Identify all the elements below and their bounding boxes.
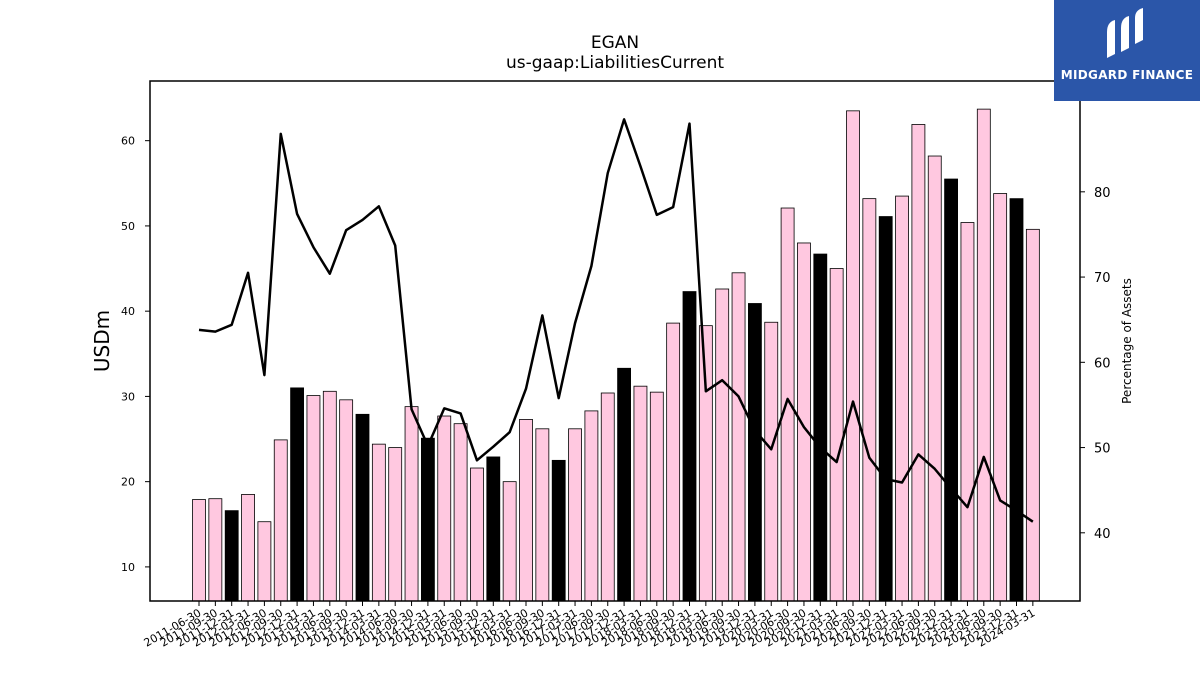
bar-2015-06-30 [453,423,468,602]
bar-2013-12-31 [355,413,370,602]
y2-tick-label: 70 [1094,271,1111,286]
bar-2011-06-30 [192,499,206,602]
brand-name: MIDGARD FINANCE [1060,68,1194,82]
bar-2013-09-30 [339,399,354,602]
midgard-logo-icon [1107,8,1143,58]
bar-2021-12-31 [878,216,893,602]
bar-2012-06-30 [257,521,272,602]
bar-2011-09-30 [208,498,223,602]
bar-2021-06-30 [846,110,860,602]
bar-2019-09-30 [731,272,746,602]
bar-2019-03-31 [698,325,713,602]
bar-2014-12-31 [420,437,435,602]
x-axis: 2011-06-302011-09-302011-12-312012-03-31… [142,601,1037,650]
y-tick-label: 40 [121,305,135,318]
bar-2018-06-30 [649,391,664,602]
bar-2015-12-31 [486,456,501,602]
bar-2014-06-30 [388,447,403,602]
bar-2018-09-30 [666,322,681,602]
bar-2017-06-30 [584,410,599,602]
percentage-line [198,118,1034,523]
bar-2022-12-31 [944,178,958,602]
bar-2022-06-30 [911,124,926,602]
y2-tick-label: 40 [1094,527,1111,542]
bar-2013-03-31 [306,395,321,602]
bar-2016-09-30 [535,428,550,602]
bar-2016-03-31 [502,481,517,602]
bar-2015-03-31 [437,415,452,602]
y-axis-left: 10 20 30 40 50 60 [121,135,150,574]
bar-2017-09-30 [600,392,615,602]
bar-2015-09-30 [470,467,484,602]
bar-series [192,108,1040,602]
bar-2019-12-31 [748,303,762,602]
y-tick-label: 10 [121,561,135,574]
chart-title: EGAN [591,33,639,53]
y-tick-label: 50 [121,220,135,233]
bar-2023-03-31 [960,222,975,602]
y2-axis-label: Percentage of Assets [1120,278,1134,404]
bar-2016-12-31 [551,459,566,602]
bar-2022-03-31 [895,195,909,602]
bar-2020-03-31 [764,321,779,602]
bar-2020-09-30 [797,242,811,602]
bar-2018-12-31 [682,291,697,602]
bar-2018-03-31 [633,385,648,602]
bar-2017-12-31 [617,367,631,602]
bar-2014-09-30 [404,406,419,602]
y-tick-label: 20 [121,476,135,489]
bar-2012-12-31 [290,387,305,602]
y-axis-label: USDm [90,310,114,372]
y2-tick-label: 60 [1094,356,1111,371]
y-axis-right: 40 50 60 70 80 [1080,186,1111,542]
brand-logo: MIDGARD FINANCE [1054,0,1200,101]
bar-2012-09-30 [273,439,288,602]
bar-2014-03-31 [371,443,386,602]
y-tick-label: 30 [121,390,135,403]
y2-tick-label: 50 [1094,442,1111,457]
y2-tick-label: 80 [1094,186,1111,201]
bar-2022-09-30 [927,155,942,602]
plot-frame [149,80,1081,602]
bar-2024-03-31 [1025,228,1040,602]
bar-2016-06-30 [519,419,533,602]
chart-subtitle: us-gaap:LiabilitiesCurrent [506,53,724,73]
bar-2013-06-30 [322,390,337,602]
bar-2023-06-30 [976,108,991,602]
bar-2017-03-31 [568,428,582,602]
bar-2023-12-31 [1009,198,1024,602]
bar-2023-09-30 [993,193,1008,602]
bar-2021-03-31 [829,268,844,602]
bar-2020-12-31 [813,253,828,602]
percentage-line-series [198,118,1034,523]
y-tick-label: 60 [121,135,135,148]
bar-2019-06-30 [715,288,730,602]
bar-2011-12-31 [224,510,239,602]
bar-2012-03-31 [241,494,255,602]
bar-2021-09-30 [862,198,877,602]
